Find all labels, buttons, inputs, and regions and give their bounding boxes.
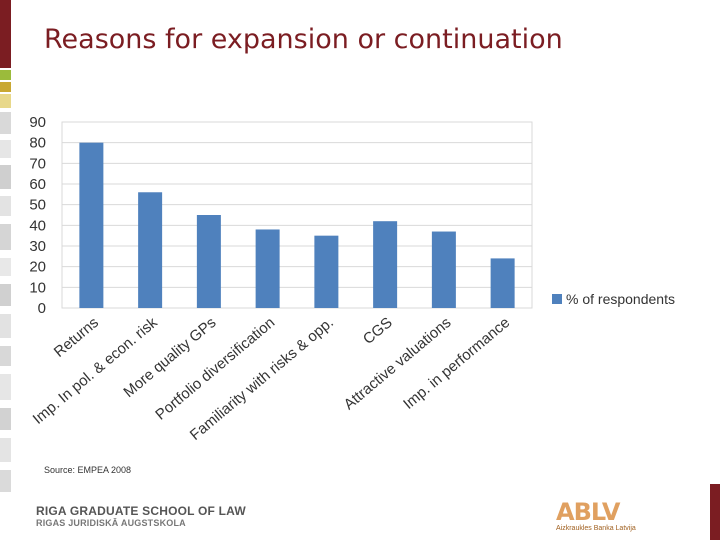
y-tick-label: 0 (38, 300, 46, 317)
bar (314, 235, 339, 308)
x-tick-label: CGS (360, 314, 396, 348)
source-note: Source: EMPEA 2008 (44, 465, 132, 475)
logo-mark: ABLV (556, 498, 620, 526)
ablv-logo: ABLV Aizkraukles Banka Latvija (556, 500, 636, 532)
x-tick-label: Returns (51, 314, 102, 361)
y-tick-label: 50 (29, 197, 46, 214)
bar (255, 229, 280, 308)
y-tick-label: 40 (29, 217, 46, 234)
x-tick-label: Attractive valuations (341, 314, 455, 413)
y-tick-label: 30 (29, 238, 46, 255)
y-tick-label: 20 (29, 259, 46, 276)
footer-school-name: RIGA GRADUATE SCHOOL OF LAW RIGAS JURIDI… (36, 505, 246, 528)
plot-area-border (61, 121, 533, 309)
bar (79, 142, 104, 308)
right-accent-bar (710, 484, 720, 540)
y-tick-label: 80 (29, 135, 46, 152)
bar (373, 221, 398, 308)
slide-title: Reasons for expansion or continuation (44, 24, 563, 55)
legend-swatch (552, 294, 562, 304)
bar (431, 231, 456, 308)
footer-line-2: RIGAS JURIDISKĀ AUGSTSKOLA (36, 518, 186, 528)
legend-label: % of respondents (566, 291, 675, 307)
left-decorative-strip (0, 0, 11, 540)
y-tick-label: 60 (29, 176, 46, 193)
footer-line-1: RIGA GRADUATE SCHOOL OF LAW (36, 504, 246, 518)
y-tick-label: 70 (29, 155, 46, 172)
logo-subtitle: Aizkraukles Banka Latvija (556, 525, 636, 532)
bar (138, 192, 163, 308)
y-tick-label: 90 (29, 114, 46, 131)
y-tick-label: 10 (29, 279, 46, 296)
x-tick-label: Imp. in performance (400, 314, 513, 413)
bar (490, 258, 515, 308)
bar (196, 215, 221, 308)
